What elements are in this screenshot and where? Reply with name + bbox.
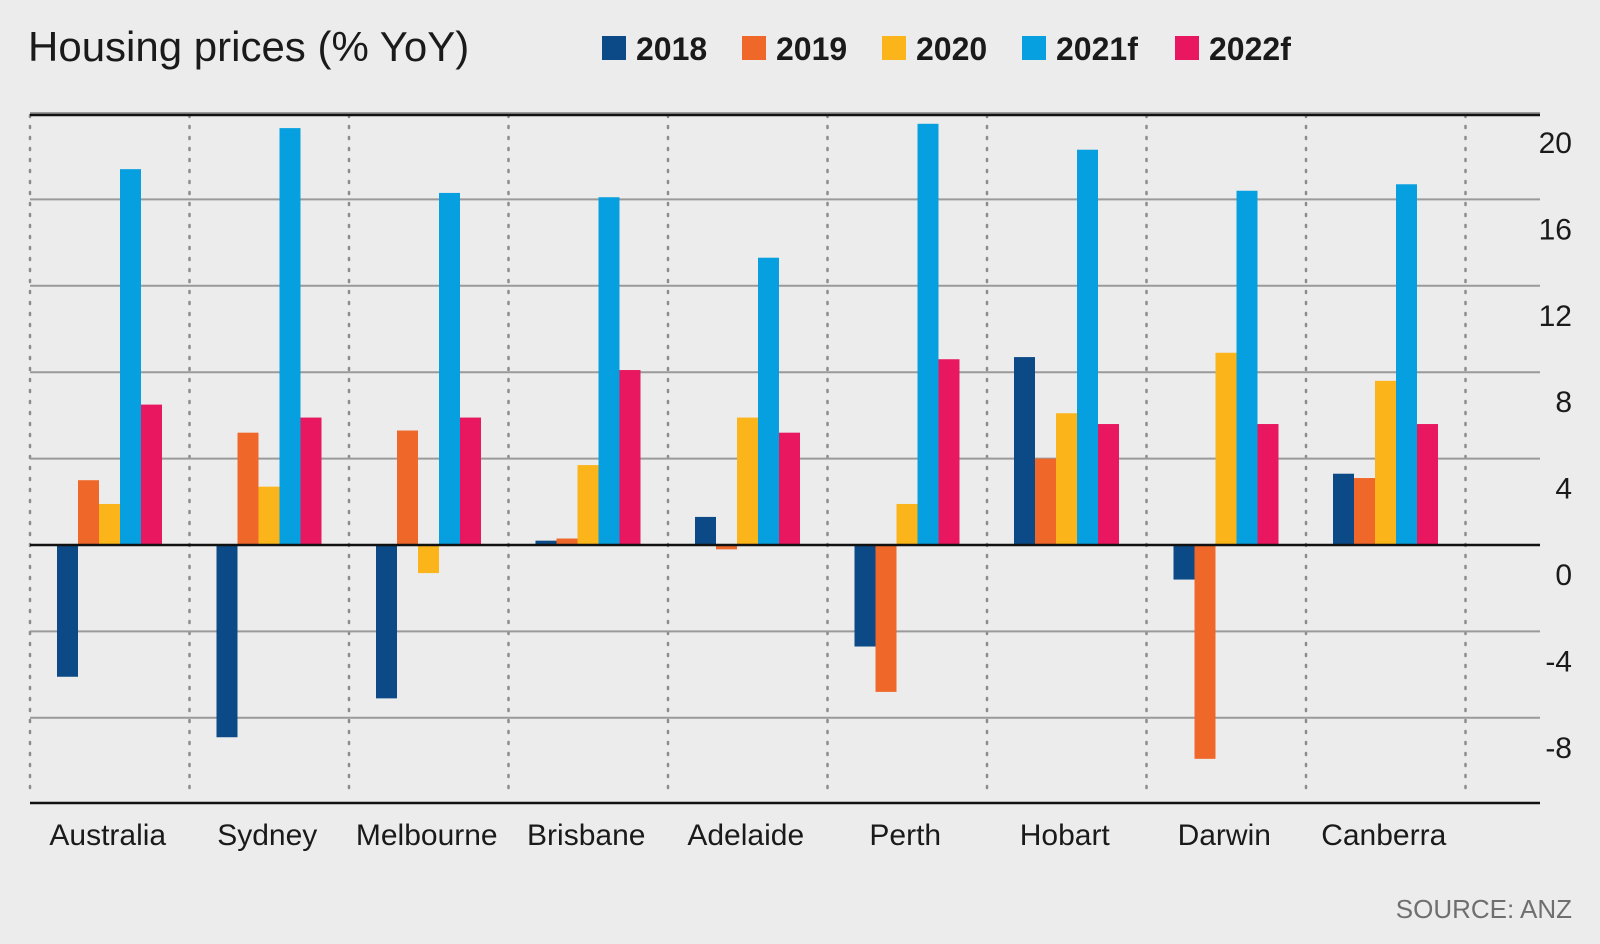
bar-brisbane-2021f xyxy=(598,197,620,546)
bar-australia-2020 xyxy=(99,503,120,545)
legend-label-2019: 2019 xyxy=(776,31,847,67)
bar-perth-2020 xyxy=(896,503,918,545)
bar-melbourne-2019 xyxy=(397,430,418,545)
bar-adelaide-2020 xyxy=(737,417,758,545)
bar-perth-2021f xyxy=(917,123,939,546)
bar-canberra-2021f xyxy=(1396,184,1417,545)
bar-canberra-2022f xyxy=(1417,424,1438,545)
bar-perth-2019 xyxy=(875,545,897,692)
y-axis-ticks: 20 16 12 8 4 0 -4 -8 xyxy=(1539,127,1572,765)
bar-hobart-2020 xyxy=(1056,413,1077,545)
bar-melbourne-2021f xyxy=(439,192,460,546)
bar-melbourne-2022f xyxy=(460,417,481,545)
bar-darwin-2022f xyxy=(1257,424,1279,545)
y-tick-label: 0 xyxy=(1555,559,1572,592)
bar-brisbane-2020 xyxy=(577,465,599,545)
x-tick-label-adelaide: Adelaide xyxy=(687,819,804,852)
x-tick-label-brisbane: Brisbane xyxy=(527,819,645,852)
x-tick-label-melbourne: Melbourne xyxy=(356,819,498,852)
horizontal-gridlines xyxy=(30,112,1540,719)
legend-swatch-2020 xyxy=(882,36,906,60)
source-label: SOURCE: ANZ xyxy=(1396,894,1572,924)
bars xyxy=(57,123,1438,759)
bar-sydney-2020 xyxy=(258,486,280,545)
bar-perth-2018 xyxy=(854,545,876,647)
bar-sydney-2019 xyxy=(237,432,259,545)
bar-canberra-2018 xyxy=(1333,473,1354,545)
bar-brisbane-2019 xyxy=(556,538,578,545)
x-tick-label-hobart: Hobart xyxy=(1020,819,1111,852)
bar-sydney-2022f xyxy=(300,417,322,545)
y-tick-label: 8 xyxy=(1555,386,1572,419)
bar-sydney-2018 xyxy=(216,545,238,738)
chart-title: Housing prices (% YoY) xyxy=(28,23,469,70)
legend-swatch-2022f xyxy=(1175,36,1199,60)
legend-swatch-2021f xyxy=(1022,36,1046,60)
legend-label-2021f: 2021f xyxy=(1056,31,1138,67)
bar-australia-2021f xyxy=(120,169,141,545)
x-tick-label-darwin: Darwin xyxy=(1178,819,1271,852)
bar-adelaide-2019 xyxy=(716,545,737,550)
bar-brisbane-2018 xyxy=(535,540,557,545)
bar-adelaide-2022f xyxy=(779,432,800,545)
y-tick-label: 12 xyxy=(1539,300,1572,333)
legend-label-2020: 2020 xyxy=(916,31,987,67)
x-axis-labels: Australia Sydney Melbourne Brisbane Adelaide… xyxy=(49,819,1446,852)
y-tick-label: -4 xyxy=(1545,645,1572,678)
bar-australia-2018 xyxy=(57,545,78,677)
x-tick-label-sydney: Sydney xyxy=(217,819,317,852)
bar-hobart-2018 xyxy=(1014,357,1035,545)
bar-sydney-2021f xyxy=(279,128,301,545)
bar-hobart-2019 xyxy=(1035,458,1056,545)
y-tick-label: 4 xyxy=(1555,473,1572,506)
y-tick-label: -8 xyxy=(1545,732,1572,765)
bar-darwin-2021f xyxy=(1236,190,1258,545)
bar-adelaide-2018 xyxy=(695,516,716,545)
legend: 2018 2019 2020 2021f 2022f xyxy=(602,31,1291,67)
bar-canberra-2019 xyxy=(1354,478,1375,545)
x-tick-label-australia: Australia xyxy=(49,819,166,852)
x-tick-label-perth: Perth xyxy=(869,819,941,852)
bar-melbourne-2018 xyxy=(376,545,397,699)
bar-canberra-2020 xyxy=(1375,380,1396,545)
bar-brisbane-2022f xyxy=(619,370,641,545)
vertical-gridlines xyxy=(28,113,1467,799)
bar-darwin-2019 xyxy=(1194,545,1216,759)
bar-hobart-2022f xyxy=(1098,424,1119,545)
y-tick-label: 20 xyxy=(1539,127,1572,160)
legend-label-2018: 2018 xyxy=(636,31,707,67)
bar-australia-2019 xyxy=(78,480,99,545)
legend-swatch-2018 xyxy=(602,36,626,60)
bar-darwin-2020 xyxy=(1215,352,1237,545)
bar-perth-2022f xyxy=(938,359,960,545)
x-tick-label-canberra: Canberra xyxy=(1321,819,1446,852)
bar-hobart-2021f xyxy=(1077,149,1098,545)
bar-darwin-2018 xyxy=(1173,545,1195,580)
legend-swatch-2019 xyxy=(742,36,766,60)
y-tick-label: 16 xyxy=(1539,213,1572,246)
legend-label-2022f: 2022f xyxy=(1209,31,1291,67)
bar-australia-2022f xyxy=(141,404,162,545)
bar-adelaide-2021f xyxy=(758,257,779,545)
bar-melbourne-2020 xyxy=(418,545,439,574)
